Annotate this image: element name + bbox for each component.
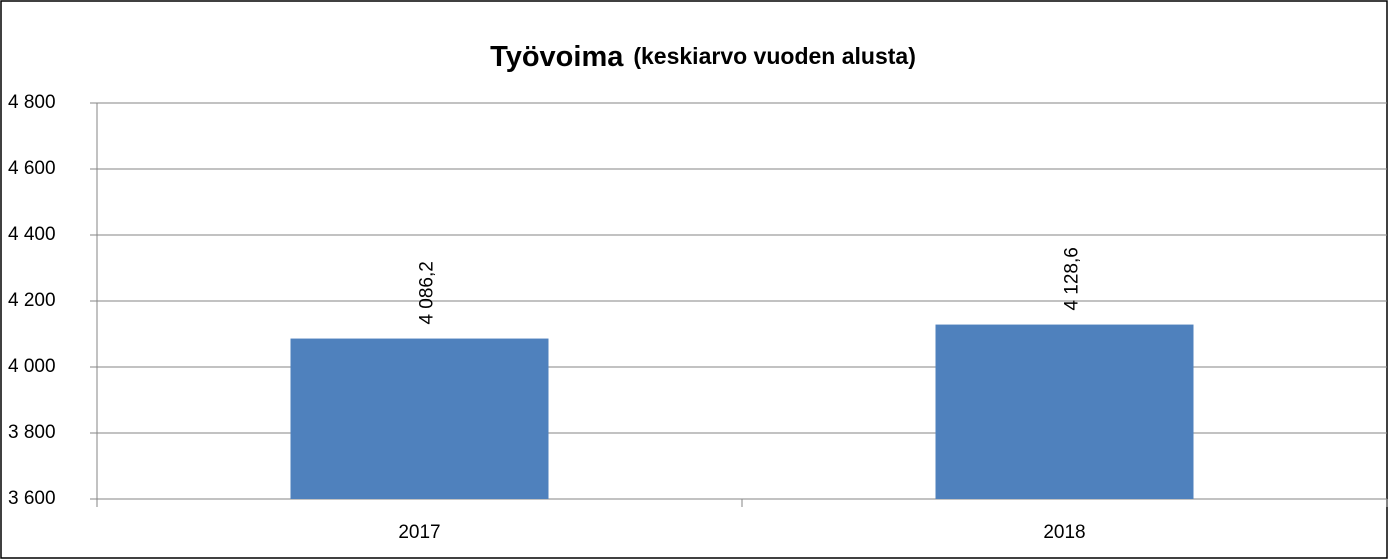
x-tick-label: 2017 — [398, 522, 440, 543]
chart-subtitle: (keskiarvo vuoden alusta) — [633, 43, 916, 69]
y-tick-label: 4 600 — [8, 158, 56, 179]
bar — [290, 338, 549, 499]
bar — [935, 324, 1194, 499]
y-tick-label: 4 200 — [8, 290, 56, 311]
chart-title-group: Työvoima (keskiarvo vuoden alusta) — [490, 41, 916, 73]
y-tick-label: 3 800 — [8, 422, 56, 443]
y-tick-label: 4 400 — [8, 224, 56, 245]
y-tick-label: 3 600 — [8, 488, 56, 509]
chart-title: Työvoima — [490, 41, 624, 73]
x-tick-label: 2018 — [1043, 522, 1085, 543]
y-tick-label: 4 000 — [8, 356, 56, 377]
y-tick-label: 4 800 — [8, 92, 56, 113]
data-label: 4 128,6 — [1062, 247, 1083, 310]
data-label: 4 086,2 — [417, 261, 438, 324]
